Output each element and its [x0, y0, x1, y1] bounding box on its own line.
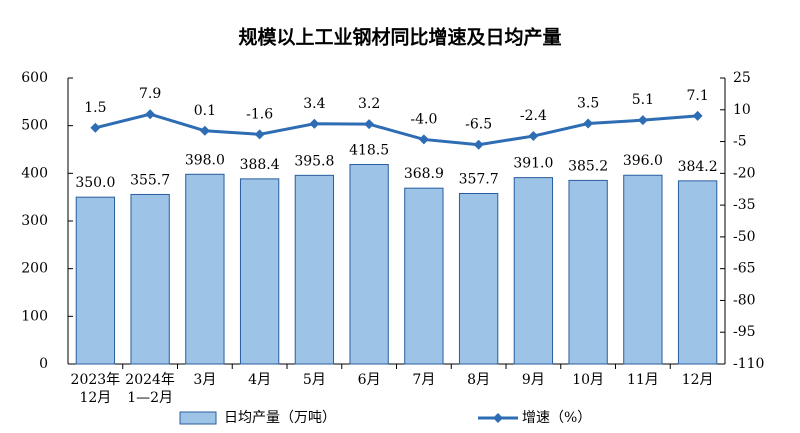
y2-tick-label: 25: [733, 70, 751, 86]
x-tick-label: 7月: [412, 372, 435, 388]
y2-tick-label: -80: [733, 292, 756, 308]
y-tick-label: 100: [21, 308, 48, 324]
y-tick-label: 400: [21, 165, 48, 181]
bar: [404, 187, 444, 365]
x-tick-label: 2023年: [71, 372, 121, 388]
data-label: -4.0: [410, 111, 437, 127]
data-label: 350.0: [75, 175, 115, 191]
data-label: 3.2: [358, 96, 380, 112]
data-label: 388.4: [240, 157, 280, 173]
y2-tick-label: -50: [733, 229, 756, 245]
line-marker: [145, 109, 156, 120]
data-label: 384.2: [678, 159, 718, 175]
legend-swatch: [179, 411, 217, 425]
x-tick-label: 1—2月: [127, 390, 173, 406]
data-label: 7.1: [686, 88, 708, 104]
data-label: 391.0: [513, 156, 553, 172]
line-marker: [473, 139, 484, 150]
y-tick-label: 300: [21, 213, 48, 229]
x-tick-label: 10月: [572, 372, 604, 388]
y2-tick-label: -65: [733, 261, 756, 277]
x-tick-label: 12月: [682, 372, 714, 388]
x-tick-label: 9月: [522, 372, 545, 388]
data-label: 395.8: [294, 153, 334, 169]
line-marker: [254, 129, 265, 140]
line-marker: [692, 110, 703, 121]
x-tick-label: 8月: [467, 372, 490, 388]
chart-title: 规模以上工业钢材同比增速及日均产量: [238, 26, 561, 49]
data-label: 3.4: [303, 96, 325, 112]
bar: [458, 192, 499, 365]
bar: [239, 178, 280, 365]
data-label: -1.6: [246, 106, 273, 122]
y-tick-label: 0: [39, 356, 48, 372]
data-label: 396.0: [623, 153, 663, 169]
data-label: 398.0: [185, 152, 225, 168]
bar: [513, 177, 554, 365]
data-label: 5.1: [632, 92, 654, 108]
bar: [568, 179, 608, 365]
data-label: 368.9: [404, 166, 444, 182]
data-label: 1.5: [84, 100, 106, 116]
data-label: 7.9: [139, 86, 161, 102]
y-tick-label: 200: [21, 261, 48, 277]
x-tick-label: 5月: [303, 372, 326, 388]
line: [95, 112, 698, 147]
line-marker: [583, 118, 594, 129]
bar: [294, 174, 335, 365]
data-label: 385.2: [568, 158, 608, 174]
x-tick-label: 4月: [248, 372, 271, 388]
data-label: -6.5: [465, 117, 492, 133]
bar: [623, 174, 663, 365]
line-marker: [309, 118, 320, 129]
y2-tick-label: -20: [733, 165, 756, 181]
bar: [75, 196, 116, 365]
legend-label: 日均产量（万吨）: [224, 410, 336, 426]
data-label: -2.4: [520, 108, 547, 124]
y2-tick-label: -95: [733, 324, 756, 340]
y-tick-label: 500: [21, 118, 48, 134]
line-marker: [418, 134, 429, 145]
x-tick-label: 11月: [627, 372, 659, 388]
bar: [349, 164, 389, 365]
x-tick-label: 2024年: [125, 372, 175, 388]
x-tick-label: 6月: [358, 372, 381, 388]
line-marker: [528, 131, 539, 142]
y2-tick-label: -110: [733, 356, 764, 372]
x-tick-label: 3月: [193, 372, 216, 388]
data-label: 0.1: [194, 103, 216, 119]
line-marker: [364, 119, 375, 130]
data-label: 3.5: [577, 96, 599, 112]
y-tick-label: 600: [21, 70, 48, 86]
y2-tick-label: -35: [733, 197, 756, 213]
data-label: 357.7: [459, 171, 499, 187]
data-label: 418.5: [349, 143, 389, 159]
line-marker: [637, 115, 648, 126]
legend-swatch: [493, 413, 503, 423]
y2-tick-label: -5: [733, 134, 747, 150]
bar: [130, 193, 170, 365]
bar: [185, 173, 225, 365]
line-marker: [199, 125, 210, 136]
line-marker: [90, 122, 101, 133]
x-tick-label: 12月: [79, 390, 111, 406]
y2-tick-label: 10: [733, 102, 751, 118]
data-label: 355.7: [130, 172, 170, 188]
bar: [677, 180, 718, 365]
legend-label: 增速（%）: [522, 410, 591, 426]
